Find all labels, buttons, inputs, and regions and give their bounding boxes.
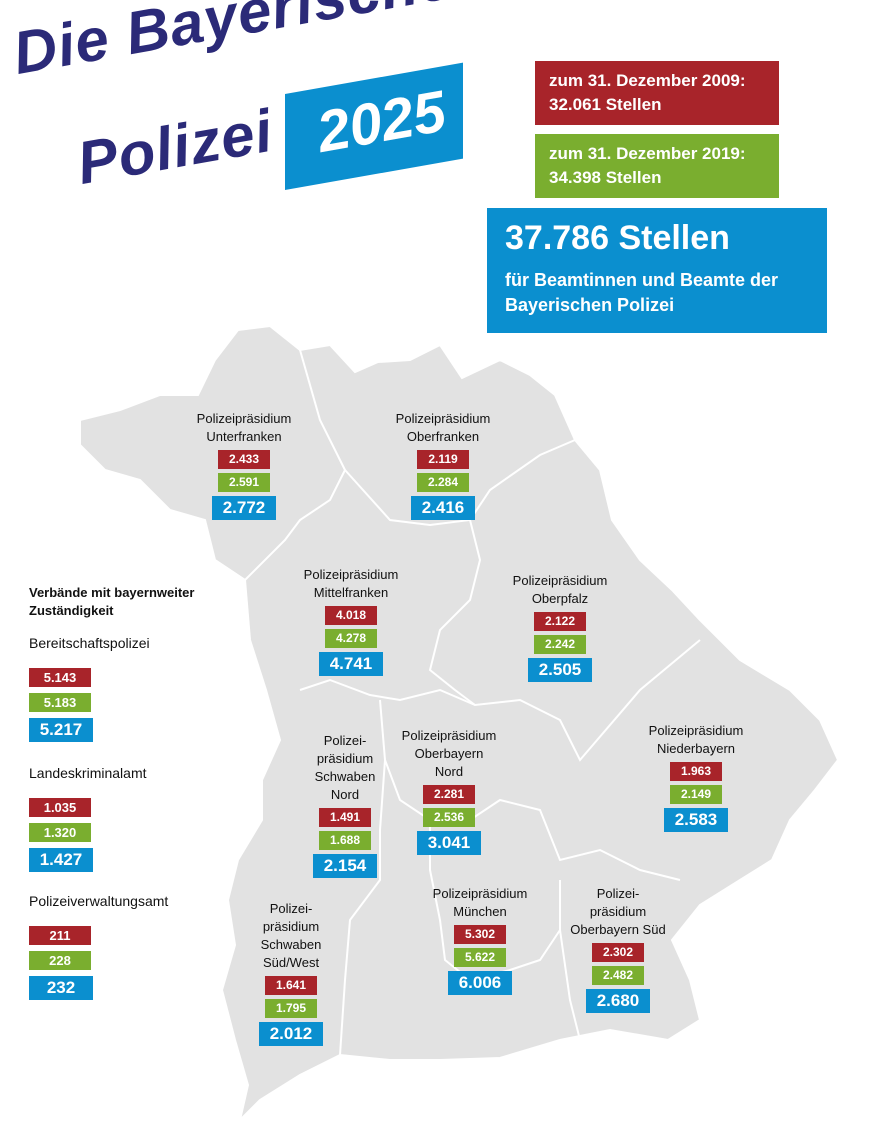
unit-name: Polizeiverwaltungsamt xyxy=(29,893,169,909)
info-box-2009: zum 31. Dezember 2009: 32.061 Stellen xyxy=(535,61,779,125)
value-2019: 2.242 xyxy=(534,635,586,654)
info-box-total: 37.786 Stellen für Beamtinnen und Beamte… xyxy=(487,208,827,333)
statewide-units-title: Verbände mit bayernweiter Zuständigkeit xyxy=(29,585,195,618)
total-positions: 37.786 Stellen xyxy=(505,219,730,257)
value-2025: 232 xyxy=(29,976,93,1000)
value-2019: 2.284 xyxy=(417,473,469,492)
value-2019: 2.482 xyxy=(592,966,644,985)
region-niederbayern: Polizeipräsidium Niederbayern 1.963 2.14… xyxy=(586,722,806,832)
value-2009: 2.433 xyxy=(218,450,270,469)
value-2019: 2.149 xyxy=(670,785,722,804)
value-2009: 1.963 xyxy=(670,762,722,781)
value-2025: 6.006 xyxy=(448,971,512,995)
total-sub-line-2: Bayerischen Polizei xyxy=(505,295,675,315)
value-2025: 2.154 xyxy=(313,854,377,878)
region-borders xyxy=(244,349,701,1056)
region-name: Polizei- präsidium Oberbayern Süd xyxy=(570,886,666,937)
statewide-units-header: Verbände mit bayernweiter Zuständigkeit xyxy=(29,584,194,620)
value-2019: 4.278 xyxy=(325,629,377,648)
region-name: Polizeipräsidium München xyxy=(432,886,528,919)
value-2009: 1.035 xyxy=(29,798,91,817)
unit-name: Landeskriminalamt xyxy=(29,765,147,781)
region-name: Polizei- präsidium Schwaben Nord xyxy=(314,733,376,802)
value-2009: 2.119 xyxy=(417,450,469,469)
region-name: Polizei- präsidium Schwaben Süd/West xyxy=(260,901,322,970)
region-name: Polizeipräsidium Unterfranken xyxy=(196,411,292,444)
value-2025: 2.505 xyxy=(528,658,592,682)
value-2025: 2.583 xyxy=(664,808,728,832)
info-2019-line-2: 34.398 Stellen xyxy=(549,168,662,187)
unit-bereitschaftspolizei: Bereitschaftspolizei 5.143 5.183 5.217 xyxy=(29,634,150,742)
value-2025: 2.012 xyxy=(259,1022,323,1046)
region-mittelfranken: Polizeipräsidium Mittelfranken 4.018 4.2… xyxy=(241,566,461,676)
info-2019-line-1: zum 31. Dezember 2019: xyxy=(549,144,746,163)
value-2009: 5.302 xyxy=(454,925,506,944)
info-box-2019: zum 31. Dezember 2019: 34.398 Stellen xyxy=(535,134,779,198)
region-name: Polizeipräsidium Niederbayern xyxy=(648,723,744,756)
value-2025: 3.041 xyxy=(417,831,481,855)
total-sub-line-1: für Beamtinnen und Beamte der xyxy=(505,270,779,290)
region-name: Polizeipräsidium Oberfranken xyxy=(395,411,491,444)
value-2009: 4.018 xyxy=(325,606,377,625)
value-2019: 1.320 xyxy=(29,823,91,842)
value-2009: 5.143 xyxy=(29,668,91,687)
value-2009: 211 xyxy=(29,926,91,945)
value-2019: 228 xyxy=(29,951,91,970)
value-2009: 1.491 xyxy=(319,808,371,827)
value-2009: 2.122 xyxy=(534,612,586,631)
unit-landeskriminalamt: Landeskriminalamt 1.035 1.320 1.427 xyxy=(29,764,147,872)
value-2025: 4.741 xyxy=(319,652,383,676)
value-2025: 2.772 xyxy=(212,496,276,520)
region-schwaben-nord: Polizei- präsidium Schwaben Nord 1.491 1… xyxy=(235,732,455,878)
value-2019: 2.591 xyxy=(218,473,270,492)
value-2025: 5.217 xyxy=(29,718,93,742)
info-2009-line-2: 32.061 Stellen xyxy=(549,95,662,114)
value-2009: 2.302 xyxy=(592,943,644,962)
region-schwaben-sued-west: Polizei- präsidium Schwaben Süd/West 1.6… xyxy=(181,900,401,1046)
region-name: Polizeipräsidium Oberpfalz xyxy=(512,573,608,606)
map-shape xyxy=(79,324,840,1124)
value-2025: 1.427 xyxy=(29,848,93,872)
value-2025: 2.416 xyxy=(411,496,475,520)
unit-name: Bereitschaftspolizei xyxy=(29,635,150,651)
value-2019: 5.183 xyxy=(29,693,91,712)
value-2009: 2.281 xyxy=(423,785,475,804)
region-oberpfalz: Polizeipräsidium Oberpfalz 2.122 2.242 2… xyxy=(450,572,670,682)
region-name: Polizeipräsidium Mittelfranken xyxy=(303,567,399,600)
value-2019: 2.536 xyxy=(423,808,475,827)
value-2019: 1.688 xyxy=(319,831,371,850)
region-oberbayern-sued: Polizei- präsidium Oberbayern Süd 2.302 … xyxy=(508,885,728,1013)
region-unterfranken: Polizeipräsidium Unterfranken 2.433 2.59… xyxy=(134,410,354,520)
value-2009: 1.641 xyxy=(265,976,317,995)
value-2019: 5.622 xyxy=(454,948,506,967)
unit-polizeiverwaltungsamt: Polizeiverwaltungsamt 211 228 232 xyxy=(29,892,168,1000)
value-2019: 1.795 xyxy=(265,999,317,1018)
region-name: Polizeipräsidium Oberbayern Nord xyxy=(401,728,497,779)
info-2009-line-1: zum 31. Dezember 2009: xyxy=(549,71,746,90)
region-muenchen: Polizeipräsidium München 5.302 5.622 6.0… xyxy=(370,885,590,995)
value-2025: 2.680 xyxy=(586,989,650,1013)
region-oberbayern-nord: Polizeipräsidium Oberbayern Nord 2.281 2… xyxy=(339,727,559,855)
region-oberfranken: Polizeipräsidium Oberfranken 2.119 2.284… xyxy=(333,410,553,520)
